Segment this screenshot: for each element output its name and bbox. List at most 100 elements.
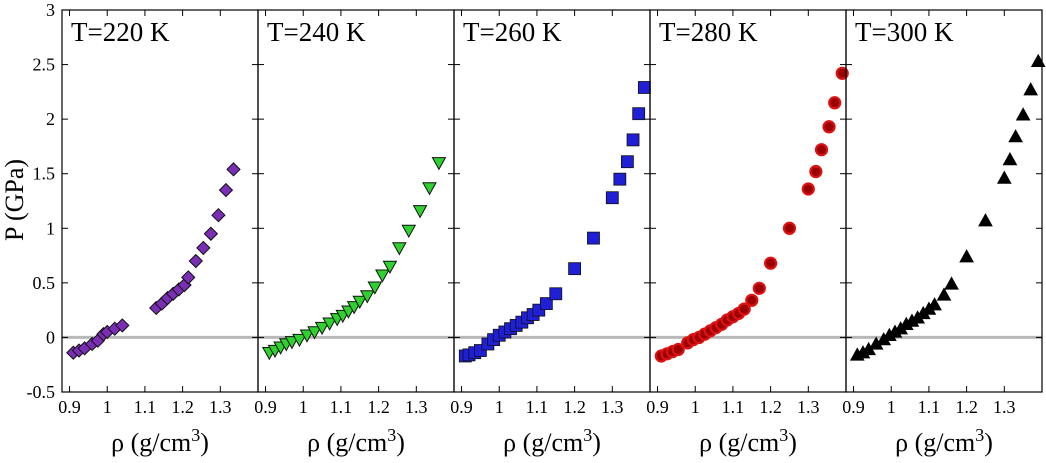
data-point <box>211 207 226 223</box>
panel-2: 0.9 1 1.1 1.2 1.3 T=240 K ρ (g/cm3) <box>254 9 455 457</box>
x-axis-title: ρ (g/cm3) <box>503 425 601 457</box>
data-point <box>996 170 1012 184</box>
data-point <box>115 318 130 333</box>
data-point <box>292 333 307 348</box>
data-point <box>539 297 553 310</box>
x-axis-title-superscript: 3 <box>387 425 396 445</box>
data-point <box>809 164 823 179</box>
x-tick-label: 1.3 <box>993 397 1016 417</box>
panel-4: 0.9 1 1.1 1.2 1.3 T=280 K ρ (g/cm3) <box>646 9 849 457</box>
x-tick-label: 0.9 <box>646 397 669 417</box>
data-point <box>181 270 196 285</box>
data-point <box>375 269 390 283</box>
data-point <box>835 66 849 80</box>
data-point <box>401 224 417 238</box>
x-axis-title-superscript: 3 <box>975 425 984 445</box>
x-tick-label: 1 <box>495 397 504 417</box>
data-point <box>382 260 398 275</box>
data-point <box>1008 129 1023 143</box>
x-axis-title-base: ρ (g/cm <box>111 428 191 457</box>
panel-title: T=280 K <box>659 17 758 47</box>
data-point <box>959 249 974 263</box>
x-axis-title: ρ (g/cm3) <box>111 425 209 457</box>
x-tick-label: 1.2 <box>171 397 194 417</box>
data-point <box>613 172 627 186</box>
data-point <box>626 133 640 147</box>
data-point <box>359 290 375 304</box>
data-point <box>801 182 815 196</box>
data-point <box>782 221 797 235</box>
x-tick-label: 0.9 <box>254 397 277 417</box>
x-tick-label: 1 <box>887 397 896 417</box>
panel-3: 0.9 1 1.1 1.2 1.3 T=260 K ρ (g/cm3) <box>450 9 651 457</box>
x-axis-title-base: ρ (g/cm <box>307 428 387 457</box>
data-point <box>568 262 582 276</box>
data-point <box>637 81 651 94</box>
data-point <box>1030 53 1046 67</box>
x-tick-label: 1.2 <box>563 397 586 417</box>
y-tick-label: 0 <box>46 327 55 347</box>
y-tick-label: 2 <box>46 109 55 129</box>
data-point <box>431 157 447 171</box>
data-point <box>1002 151 1018 166</box>
data-point <box>352 295 368 309</box>
panel-title: T=260 K <box>463 17 562 47</box>
data-point <box>737 302 751 316</box>
x-axis-title-close: ) <box>200 428 209 457</box>
x-tick-label: 1.3 <box>209 397 232 417</box>
x-axis-title-superscript: 3 <box>779 425 788 445</box>
x-tick-label: 1.2 <box>759 397 782 417</box>
x-axis-title-base: ρ (g/cm <box>895 428 975 457</box>
x-tick-label: 0.9 <box>58 397 81 417</box>
data-point <box>632 107 646 121</box>
x-tick-label: 1.2 <box>955 397 978 417</box>
panel-5: 0.9 1 1.1 1.2 1.3 T=300 K ρ (g/cm3) <box>842 9 1046 457</box>
panel-frame <box>453 9 651 393</box>
data-point <box>814 143 829 157</box>
panel-frame <box>257 9 455 393</box>
panel-frame <box>649 9 847 393</box>
x-axis-title-close: ) <box>984 428 993 457</box>
x-axis-title: ρ (g/cm3) <box>895 425 993 457</box>
data-point <box>978 213 993 227</box>
data-point <box>307 326 322 340</box>
data-point <box>314 321 330 336</box>
x-tick-label: 1.1 <box>526 397 549 417</box>
x-tick-label: 1.1 <box>330 397 353 417</box>
panel-1: 0.9 1 1.1 1.2 1.3 T=220 K ρ (g/cm3) <box>58 9 259 457</box>
x-axis-title: ρ (g/cm3) <box>307 425 405 457</box>
data-point <box>764 256 778 270</box>
x-axis-title-superscript: 3 <box>583 425 592 445</box>
data-point <box>620 155 634 169</box>
x-tick-label: 1 <box>299 397 308 417</box>
y-tick-label: 3 <box>46 0 55 20</box>
x-axis-title-superscript: 3 <box>191 425 200 445</box>
panel-frame <box>845 9 1043 393</box>
x-axis-title-close: ) <box>396 428 405 457</box>
x-tick-label: 1.2 <box>367 397 390 417</box>
y-tick-label: 2.5 <box>33 55 56 75</box>
x-tick-label: 1.3 <box>601 397 624 417</box>
data-point <box>299 329 315 343</box>
data-point <box>671 342 685 357</box>
x-axis-title-close: ) <box>788 428 797 457</box>
data-point <box>745 293 759 307</box>
y-tick-label: 0.5 <box>33 273 56 293</box>
data-point <box>944 276 959 290</box>
x-tick-label: 0.9 <box>842 397 865 417</box>
data-point <box>1023 82 1039 96</box>
panel-title: T=240 K <box>267 17 366 47</box>
x-tick-label: 1.1 <box>918 397 941 417</box>
data-point <box>188 253 204 269</box>
x-tick-label: 1.3 <box>797 397 820 417</box>
y-tick-label: -0.5 <box>27 382 56 402</box>
data-point <box>391 242 407 256</box>
data-point <box>203 226 219 241</box>
data-point <box>196 240 211 256</box>
data-point <box>752 281 766 295</box>
data-point <box>422 182 437 196</box>
data-point <box>284 336 300 350</box>
x-axis-title-base: ρ (g/cm <box>699 428 779 457</box>
data-point <box>1015 107 1031 121</box>
